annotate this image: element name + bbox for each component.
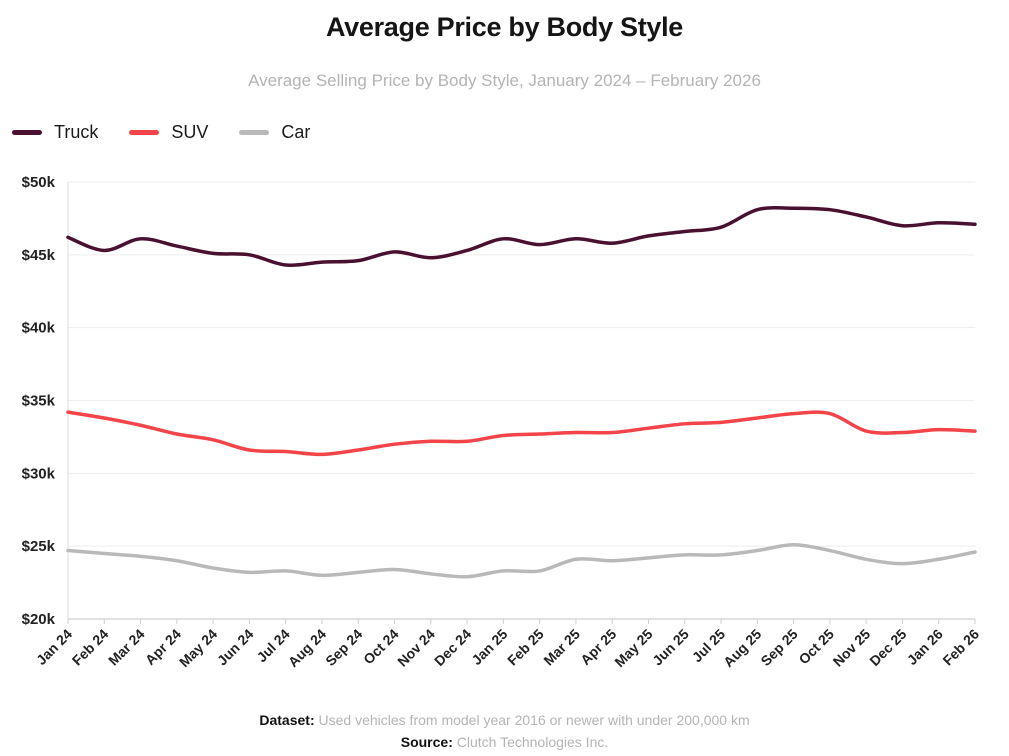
grid-layer <box>68 181 975 547</box>
legend-item-car[interactable]: Car <box>239 122 310 143</box>
y-tick-label: $25k <box>22 538 56 555</box>
y-tick-label: $50k <box>22 174 56 191</box>
x-tick-label: May 25 <box>611 626 655 670</box>
x-tick-label: Nov 24 <box>394 626 438 670</box>
y-tick-labels: $20k $25k $30k $35k $40k $45k $50k <box>22 174 56 628</box>
x-tick-label: Jan 26 <box>904 626 946 668</box>
x-tick-label: Feb 24 <box>69 626 112 669</box>
x-tick-label: Mar 25 <box>540 626 583 669</box>
x-tick-label: Jan 24 <box>33 626 75 668</box>
chart-subtitle: Average Selling Price by Body Style, Jan… <box>248 71 761 90</box>
y-tick-label: $30k <box>22 465 56 482</box>
legend-swatch-truck <box>12 130 42 135</box>
axis-layer <box>67 182 976 624</box>
x-tick-label: Aug 24 <box>285 626 329 670</box>
series-line-car <box>66 542 977 579</box>
y-tick-label: $20k <box>22 611 56 628</box>
x-tick-label: Oct 24 <box>360 626 402 668</box>
legend-swatch-suv <box>129 130 160 135</box>
x-tick-label: Nov 25 <box>829 626 873 670</box>
legend: Truck SUV Car <box>12 122 341 143</box>
x-tick-label: Oct 25 <box>795 626 837 668</box>
x-tick-label: Dec 25 <box>866 626 909 669</box>
y-tick-label: $45k <box>22 247 56 264</box>
source-label: Source: <box>400 734 453 750</box>
legend-label-truck: Truck <box>54 122 99 142</box>
x-tick-label: Jun 24 <box>214 626 257 669</box>
x-tick-label: May 24 <box>176 626 220 670</box>
x-tick-label: Jan 25 <box>468 626 510 668</box>
x-tick-label: Aug 25 <box>720 626 764 670</box>
dataset-label: Dataset: <box>259 712 315 728</box>
chart-title: Average Price by Body Style <box>325 12 684 42</box>
legend-label-suv: SUV <box>171 122 209 142</box>
y-tick-label: $40k <box>22 320 56 337</box>
series-line-truck <box>66 206 977 268</box>
legend-swatch-car <box>239 130 270 135</box>
x-tick-label: Feb 25 <box>504 626 547 669</box>
footer-dataset: Dataset: Used vehicles from model year 2… <box>0 712 1009 728</box>
y-tick-label: $35k <box>22 393 56 410</box>
legend-label-car: Car <box>281 122 311 142</box>
x-tick-label: Feb 26 <box>939 626 982 669</box>
legend-item-suv[interactable]: SUV <box>129 122 208 143</box>
x-tick-label: Sep 24 <box>322 626 365 669</box>
x-tick-label: Dec 24 <box>431 626 474 669</box>
footer-source: Source: Clutch Technologies Inc. <box>0 734 1009 750</box>
dataset-text: Used vehicles from model year 2016 or ne… <box>318 712 750 728</box>
legend-item-truck[interactable]: Truck <box>12 122 98 143</box>
source-text: Clutch Technologies Inc. <box>456 734 609 750</box>
x-tick-label: Mar 24 <box>105 626 148 669</box>
x-tick-label: Sep 25 <box>757 626 800 669</box>
x-tick-label: Jun 25 <box>649 626 692 669</box>
series-line-suv <box>66 410 977 457</box>
series-layer <box>66 206 977 579</box>
